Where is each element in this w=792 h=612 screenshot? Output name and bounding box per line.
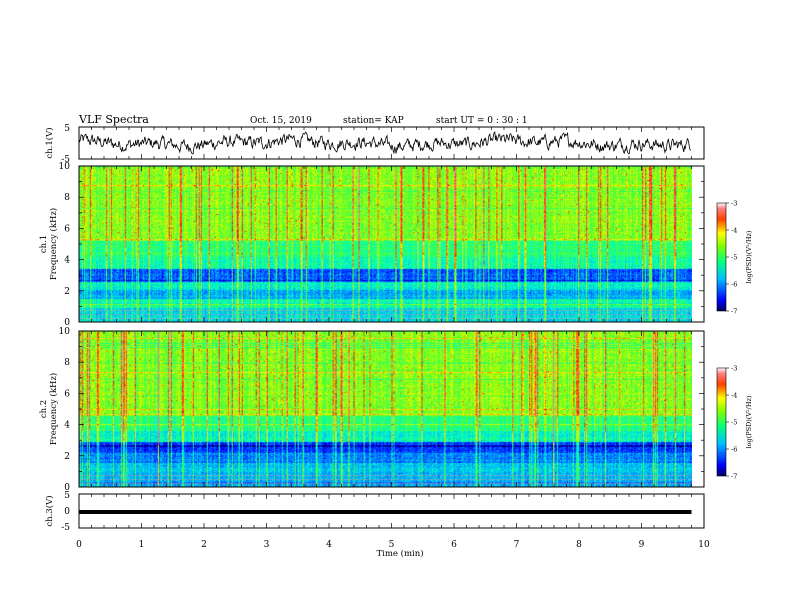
ch1-ytick-label: 4 <box>64 256 70 266</box>
x-tick-label: 3 <box>264 540 270 550</box>
x-tick-label: 1 <box>139 540 145 550</box>
ch2-colorbar-scale <box>716 367 727 477</box>
ch1-colorbar-tick-label: -7 <box>731 308 737 316</box>
ch2-ytick-label: 8 <box>64 358 70 368</box>
x-tick-label: 5 <box>389 540 395 550</box>
ch2-colorbar-tick-label: -4 <box>731 392 737 400</box>
x-tick-label: 0 <box>76 540 82 550</box>
ch1-ytick-bottom: -5 <box>61 155 70 165</box>
x-tick-label: 6 <box>451 540 457 550</box>
ch1-ytick-label: 8 <box>64 193 70 203</box>
ch2-spectrogram-channel-label: ch.2 <box>39 400 49 418</box>
ch2-colorbar: -3 -4 -5 -6 -7 log(PSD)(V²/Hz) <box>716 365 753 481</box>
ch2-colorbar-tick-label: -6 <box>731 446 737 454</box>
ch1-spectrogram-ylabel: Frequency (kHz) <box>48 208 59 280</box>
ch1-colorbar: -3 -4 -5 -6 -7 log(PSD)(V²/Hz) <box>716 200 753 316</box>
x-tick-label: 8 <box>576 540 582 550</box>
x-tick-label: 9 <box>639 540 645 550</box>
ch1-ytick-top: 5 <box>64 124 70 134</box>
ch2-ytick-label: 0 <box>64 483 70 493</box>
x-tick-label: 7 <box>514 540 520 550</box>
x-axis-label: Time (min) <box>376 548 423 559</box>
ch1-colorbar-label: log(PSD)(V²/Hz) <box>745 230 753 283</box>
ch3-waveform-panel: 5 0 -5 ch.3(V) <box>44 491 705 533</box>
x-axis-ticks <box>78 127 705 528</box>
ch2-spectrogram-image <box>79 331 692 487</box>
start-time-label: start UT = 0 : 30 : 1 <box>436 116 528 126</box>
ch1-ylabel: ch.1(V) <box>44 127 55 158</box>
date-label: Oct. 15, 2019 <box>250 116 312 126</box>
ch2-colorbar-tick-label: -5 <box>731 419 737 427</box>
ch1-ytick-label: 10 <box>59 162 71 172</box>
ch2-colorbar-tick-label: -7 <box>731 473 737 481</box>
ch2-spectrogram-panel: 0 2 4 6 8 10 ch.2 Frequency (kHz) <box>39 327 705 493</box>
ch1-waveform-frame <box>78 126 705 160</box>
ch2-ytick-label: 10 <box>59 327 71 337</box>
ch2-colorbar-tick-label: -3 <box>731 365 737 373</box>
x-tick-label: 4 <box>326 540 332 550</box>
ch2-ytick-label: 2 <box>64 452 70 462</box>
ch1-spectrogram-image <box>79 166 692 322</box>
station-label: station= KAP <box>343 116 404 126</box>
ch3-ytick-top: 5 <box>64 491 70 501</box>
ch1-colorbar-tick-label: -5 <box>731 254 737 262</box>
x-tick-label: 2 <box>201 540 207 550</box>
ch3-ylabel: ch.3(V) <box>44 495 55 526</box>
ch3-ytick-mid: 0 <box>64 507 70 517</box>
ch1-ytick-label: 6 <box>64 224 70 234</box>
ch1-colorbar-scale <box>716 202 727 312</box>
ch2-colorbar-label: log(PSD)(V²/Hz) <box>745 395 753 448</box>
ch2-spectrogram-ylabel: Frequency (kHz) <box>48 373 59 445</box>
figure-title: VLF Spectra <box>78 113 149 126</box>
x-axis-tick-labels: 0 1 2 3 4 5 6 7 8 9 10 <box>76 540 710 550</box>
ch1-spectrogram-panel: 0 2 4 6 8 10 ch.1 Frequency (kHz) <box>39 162 705 328</box>
ch3-ytick-bottom: -5 <box>61 523 70 533</box>
ch1-ytick-label: 0 <box>64 318 70 328</box>
x-tick-label: 10 <box>698 540 710 550</box>
ch2-ytick-label: 6 <box>64 389 70 399</box>
ch1-ytick-label: 2 <box>64 287 70 297</box>
ch1-colorbar-tick-label: -3 <box>731 200 737 208</box>
ch1-colorbar-tick-label: -4 <box>731 227 737 235</box>
ch1-waveform-panel: 5 -5 ch.1(V) <box>44 124 705 165</box>
ch1-waveform-line <box>78 131 692 155</box>
ch1-colorbar-tick-label: -6 <box>731 281 737 289</box>
ch2-ytick-label: 4 <box>64 421 70 431</box>
ch1-spectrogram-channel-label: ch.1 <box>39 235 49 253</box>
